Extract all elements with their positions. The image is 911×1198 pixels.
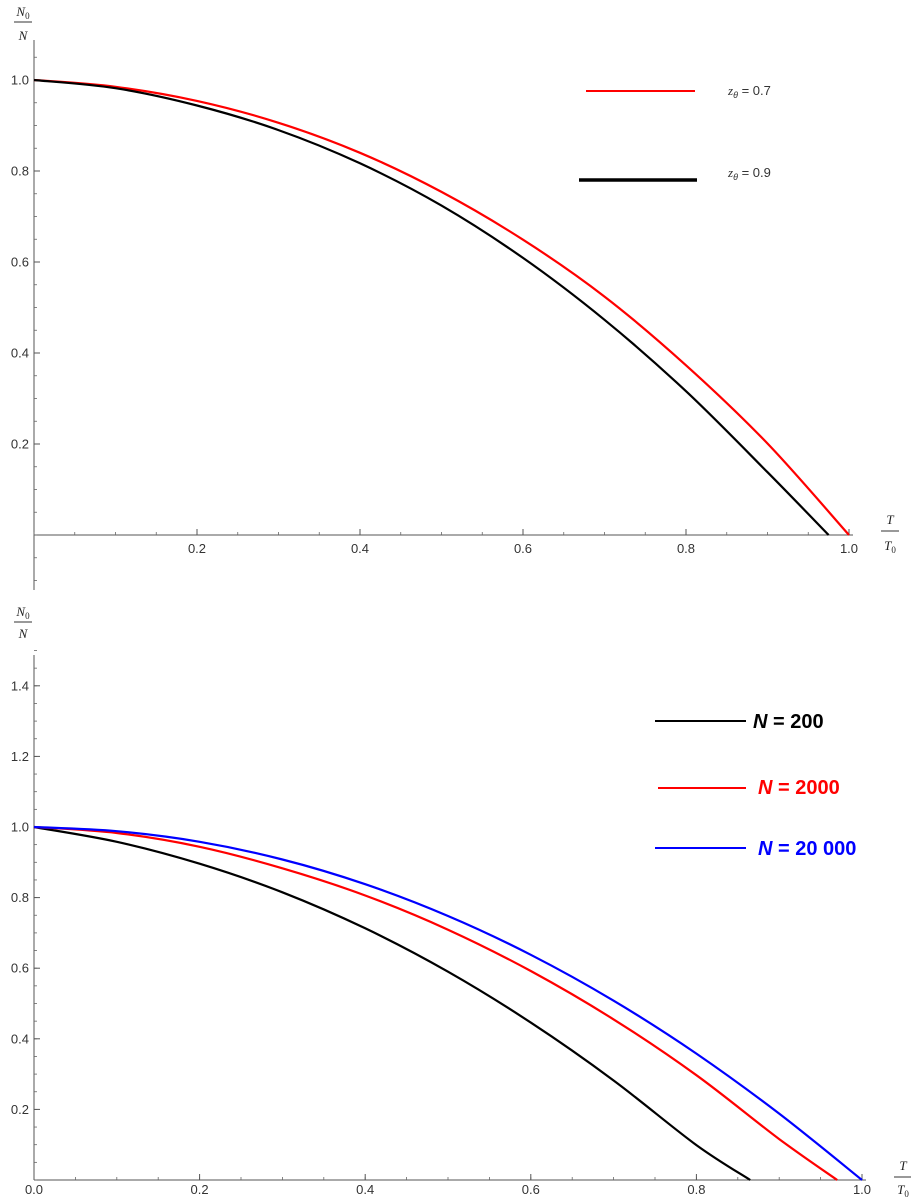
ylabel-numerator-sub: 0 (25, 611, 30, 621)
xlabel-denominator-main: T (897, 1182, 905, 1197)
legend-label-main: N (758, 838, 773, 860)
x-tick-label: 0.8 (677, 541, 695, 556)
y-tick-label: 0.8 (11, 164, 29, 179)
legend-label-rest: = 0.9 (738, 165, 771, 180)
y-tick-label: 0.6 (11, 255, 29, 270)
x-tick-label: 0.2 (188, 541, 206, 556)
xlabel-numerator-main: T (886, 512, 894, 527)
legend-label-rest: = 2000 (772, 777, 839, 799)
legend-label-rest: = 200 (767, 711, 823, 733)
x-tick-label: 0.6 (522, 1182, 540, 1197)
xlabel-denominator: T0 (897, 1182, 909, 1198)
ylabel-numerator: N0 (15, 4, 30, 21)
legend-label-sub: θ (733, 172, 738, 182)
xlabel-numerator: T (899, 1158, 907, 1173)
legend-label-1: N = 200 (753, 711, 824, 733)
ylabel-denominator: N (18, 626, 29, 641)
x-tick-label: 1.0 (840, 541, 858, 556)
y-tick-label: 0.8 (11, 890, 29, 905)
legend-label-main: N (758, 777, 773, 799)
ylabel-numerator-main: N (15, 4, 26, 19)
legend-label-rest: = 20 000 (772, 838, 856, 860)
x-tick-label: 0.8 (687, 1182, 705, 1197)
legend-label-sub: θ (733, 90, 738, 100)
legend-label-1: zθ = 0.7 (727, 83, 771, 100)
series-line-3 (33, 825, 863, 1181)
legend-label-rest: = 0.7 (738, 83, 771, 98)
legend-label-2: N = 2000 (758, 777, 840, 799)
y-tick-label: 1.0 (11, 820, 29, 835)
xlabel-denominator-main: T (884, 538, 892, 553)
y-tick-label: 1.0 (11, 73, 29, 88)
legend-label-main: z (727, 165, 733, 180)
y-tick-label: 0.2 (11, 1102, 29, 1117)
legend-label-main: N (753, 711, 768, 733)
x-tick-label: 0.0 (25, 1182, 43, 1197)
y-tick-label: 0.6 (11, 961, 29, 976)
x-tick-label: 0.2 (191, 1182, 209, 1197)
xlabel-denominator: T0 (884, 538, 896, 555)
series-line-2 (33, 78, 830, 536)
x-tick-label: 0.6 (514, 541, 532, 556)
ylabel-numerator: N0 (15, 604, 30, 621)
ylabel-numerator-main: N (15, 604, 26, 619)
legend-label-3: N = 20 000 (758, 838, 856, 860)
legend-label-2: zθ = 0.9 (727, 165, 771, 182)
series-line-1 (33, 78, 850, 536)
y-tick-label: 1.2 (11, 749, 29, 764)
xlabel-denominator-sub: 0 (891, 545, 896, 555)
y-tick-label: 0.4 (11, 1031, 29, 1046)
chart-panel-2: 0.0 0.2 0.4 0.6 0.8 1.0 0.2 0.4 0.6 0.8 1.0 1.2 1.4 N… (11, 604, 911, 1198)
y-tick-label: 0.4 (11, 346, 29, 361)
y-tick-label: 0.2 (11, 437, 29, 452)
x-tick-label: 1.0 (853, 1182, 871, 1197)
xlabel-numerator-main: T (899, 1158, 907, 1173)
x-tick-label: 0.4 (356, 1182, 374, 1197)
ylabel-denominator: N (18, 28, 29, 43)
ylabel-denominator-main: N (18, 626, 29, 641)
y-tick-label: 1.4 (11, 678, 29, 693)
series-line-1 (33, 825, 751, 1181)
ylabel-denominator-main: N (18, 28, 29, 43)
x-tick-label: 0.4 (351, 541, 369, 556)
legend-label-main: z (727, 83, 733, 98)
xlabel-numerator: T (886, 512, 894, 527)
ylabel-numerator-sub: 0 (25, 11, 30, 21)
xlabel-denominator-sub: 0 (904, 1189, 909, 1198)
series-line-2 (33, 825, 838, 1181)
